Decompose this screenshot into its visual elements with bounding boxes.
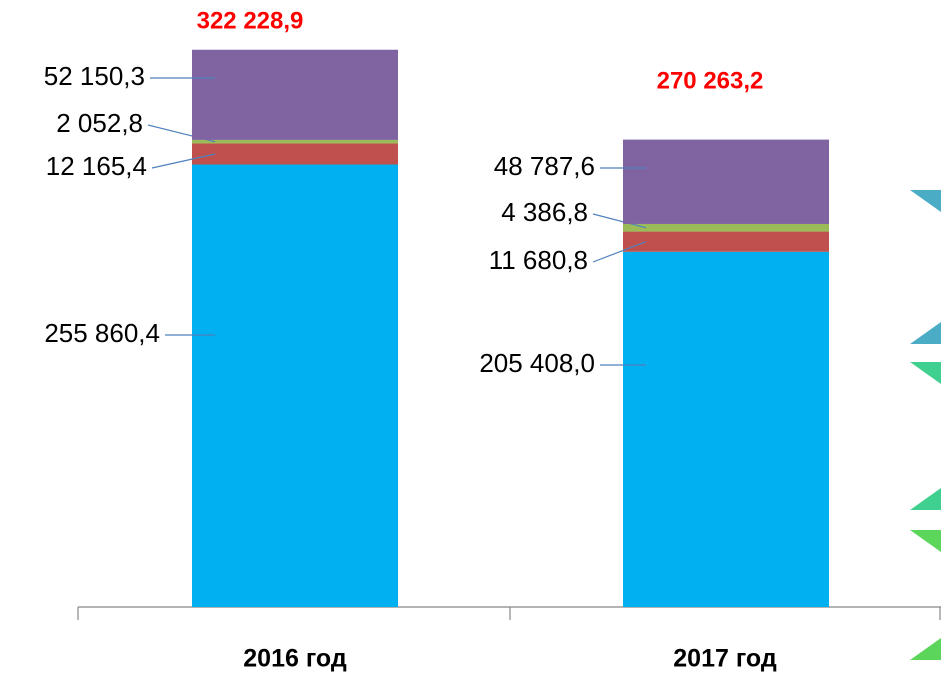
bar-segment: [192, 164, 398, 607]
bar-segment: [623, 231, 829, 252]
triangle: [910, 190, 941, 212]
total-label: 270 263,2: [657, 67, 764, 94]
x-tick-label: 2017 год: [673, 645, 777, 673]
bar-segment: [623, 223, 829, 232]
bar-segment: [192, 143, 398, 165]
value-label: 52 150,3: [44, 61, 145, 91]
decoration: [910, 190, 941, 660]
triangle: [910, 530, 941, 552]
total-label: 322 228,9: [197, 7, 304, 34]
value-label: 11 680,8: [489, 245, 588, 275]
bar-segment: [192, 139, 398, 144]
triangle: [910, 322, 941, 344]
triangle: [910, 638, 941, 660]
value-label: 12 165,4: [46, 151, 147, 181]
value-label: 205 408,0: [479, 348, 595, 378]
bar-segment: [623, 139, 829, 224]
value-label: 48 787,6: [494, 151, 595, 181]
leader-line: [592, 213, 647, 229]
x-tick-label: 2016 год: [243, 645, 347, 673]
leader-line: [151, 153, 216, 169]
value-label: 255 860,4: [44, 318, 160, 348]
triangle: [910, 362, 941, 384]
bar-segment: [192, 49, 398, 140]
value-label: 2 052,8: [56, 108, 143, 138]
value-label: 4 386,8: [501, 197, 588, 227]
triangle: [910, 488, 941, 510]
bar-segment: [623, 251, 829, 607]
leader-line: [592, 241, 647, 263]
